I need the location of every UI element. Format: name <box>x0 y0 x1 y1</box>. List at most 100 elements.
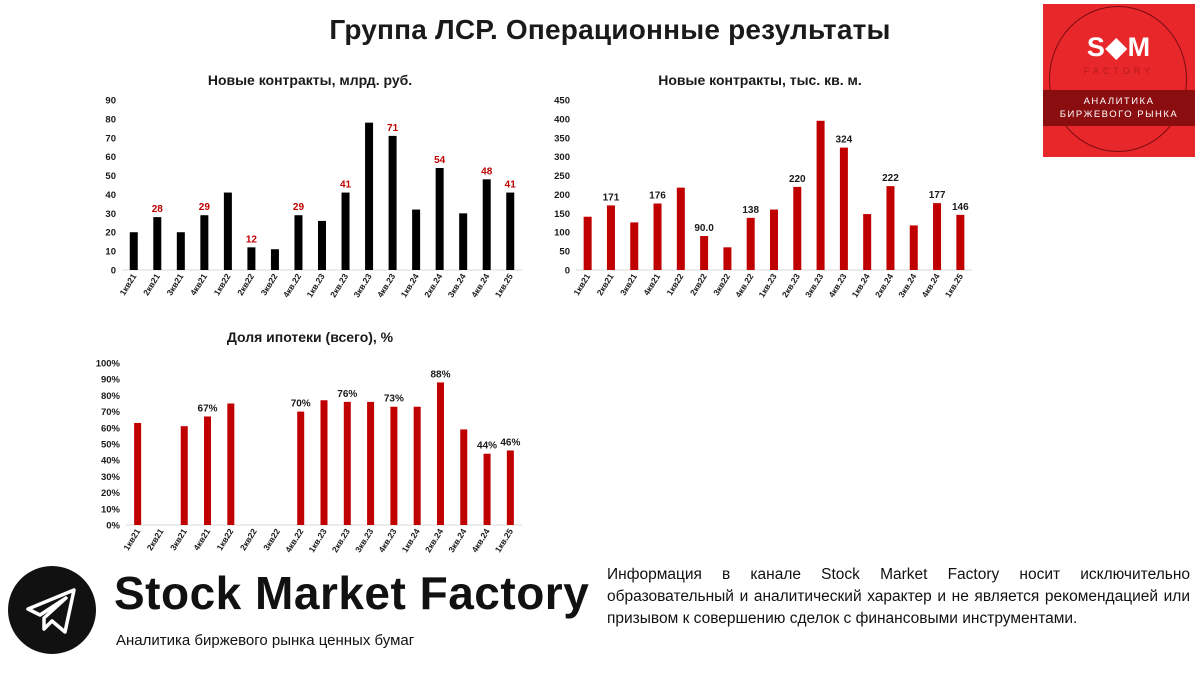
x-tick-label: 2кв21 <box>595 272 616 298</box>
y-tick-label: 450 <box>554 96 570 107</box>
data-label: 41 <box>505 180 517 191</box>
chart-contracts-rub: Новые контракты, млрд. руб. 0 10 20 30 40 50 6… <box>90 68 530 328</box>
bar <box>863 214 872 270</box>
y-tick-label: 90 <box>105 96 116 107</box>
data-label: 28 <box>152 204 164 215</box>
x-tick-label: 1кв.23 <box>756 272 778 300</box>
x-tick-label: 3кв22 <box>261 527 282 553</box>
chart-mortgage-share: Доля ипотеки (всего), % 0% 10% 20% 30% 40% 50… <box>90 325 530 560</box>
x-tick-label: 1кв.24 <box>850 272 872 300</box>
data-label: 90.0 <box>694 223 714 234</box>
telegram-icon[interactable] <box>8 566 96 654</box>
data-label: 12 <box>246 234 258 245</box>
x-tick-label: 4кв.23 <box>375 272 397 300</box>
bar <box>200 215 209 270</box>
data-label: 76% <box>337 389 357 400</box>
x-tick-label: 3кв.23 <box>803 272 825 300</box>
data-label: 88% <box>430 369 450 380</box>
chart-svg: 0%10%20%30%40%50%60%70%80%90%100%1кв21 2к… <box>96 359 522 555</box>
data-label: 138 <box>742 205 759 216</box>
brand-tagline: Аналитика биржевого рынка ценных бумаг <box>116 632 415 649</box>
x-tick-label: 1кв22 <box>664 272 685 298</box>
x-tick-label: 4кв.24 <box>469 272 491 300</box>
bar <box>723 247 732 270</box>
bar <box>227 403 235 525</box>
paper-plane-icon <box>26 588 76 634</box>
x-tick-label: 2кв22 <box>688 272 709 298</box>
logo-sub: FACTORY <box>1083 66 1155 76</box>
data-label: 46% <box>500 437 520 448</box>
x-tick-label: 1кв.25 <box>493 272 515 300</box>
data-label: 177 <box>929 190 946 201</box>
x-tick-label: 4кв.22 <box>283 527 305 555</box>
chart-svg: 0 10 20 30 40 50 60 70 80 90 1кв21 28 2кв21 3кв21 29 4к… <box>105 96 522 300</box>
chart-title: Новые контракты, тыс. кв. м. <box>658 72 862 88</box>
x-tick-label: 4кв.23 <box>376 527 398 555</box>
y-tick-label: 50 <box>105 171 116 182</box>
y-tick-label: 300 <box>554 152 570 163</box>
x-tick-label: 1кв22 <box>212 272 233 298</box>
x-tick-label: 3кв21 <box>164 272 185 298</box>
data-label: 44% <box>477 441 497 452</box>
x-tick-label: 1кв21 <box>117 272 138 298</box>
x-tick-label: 1кв21 <box>121 527 142 553</box>
bar <box>506 450 514 525</box>
bar <box>223 192 232 270</box>
x-tick-label: 2кв.24 <box>873 272 895 300</box>
bar <box>909 225 918 270</box>
logo-band-line-2: БИРЖЕВОГО РЫНКА <box>1059 109 1179 120</box>
bar <box>839 147 848 270</box>
y-tick-label: 0 <box>565 266 570 277</box>
logo-mark: S◆M <box>1086 32 1152 62</box>
bar <box>413 406 421 525</box>
bar <box>630 222 639 270</box>
data-label: 146 <box>952 202 969 213</box>
data-label: 73% <box>384 394 404 405</box>
bar <box>933 203 942 270</box>
x-tick-label: 3кв21 <box>618 272 639 298</box>
x-tick-label: 2кв22 <box>235 272 256 298</box>
x-tick-label: 4кв.22 <box>733 272 755 300</box>
bar <box>436 382 444 525</box>
bar <box>653 203 662 270</box>
bar <box>297 411 305 525</box>
bar <box>676 187 685 270</box>
brand-name: Stock Market Factory <box>114 567 590 619</box>
x-tick-label: 3кв.23 <box>351 272 373 300</box>
y-tick-label: 30% <box>101 472 121 483</box>
x-tick-label: 1кв.23 <box>306 527 328 555</box>
bar <box>247 247 256 270</box>
y-tick-label: 10 <box>105 247 116 258</box>
chart-title: Новые контракты, млрд. руб. <box>207 72 413 88</box>
data-label: 29 <box>293 202 305 213</box>
bar <box>367 401 375 525</box>
y-tick-label: 20 <box>105 228 116 239</box>
y-tick-label: 350 <box>554 133 570 144</box>
data-label: 70% <box>291 399 311 410</box>
x-tick-label: 3кв22 <box>259 272 280 298</box>
bar <box>886 186 895 270</box>
data-label: 176 <box>649 191 666 202</box>
x-tick-label: 2кв21 <box>141 272 162 298</box>
bar <box>483 453 491 525</box>
bar <box>318 220 326 270</box>
x-tick-label: 2кв.24 <box>423 527 445 555</box>
bar <box>341 192 350 270</box>
logo-band: АНАЛИТИКА БИРЖЕВОГО РЫНКА <box>1043 90 1195 126</box>
bar <box>180 426 188 525</box>
page-title: Группа ЛСР. Операционные результаты <box>329 14 891 45</box>
y-tick-label: 70% <box>101 407 121 418</box>
bar <box>129 232 138 270</box>
x-tick-label: 2кв.23 <box>780 272 802 300</box>
x-tick-label: 3кв.24 <box>446 527 468 555</box>
bar <box>793 186 802 270</box>
bar <box>460 429 468 525</box>
brand-logo: S◆M FACTORY АНАЛИТИКА БИРЖЕВОГО РЫНКА <box>1043 4 1195 157</box>
bar <box>176 232 185 270</box>
bar <box>770 209 778 270</box>
y-tick-label: 0 <box>111 266 116 277</box>
y-tick-label: 90% <box>101 375 121 386</box>
x-tick-label: 1кв.25 <box>943 272 965 300</box>
bar <box>270 249 279 270</box>
data-label: 324 <box>836 135 853 146</box>
